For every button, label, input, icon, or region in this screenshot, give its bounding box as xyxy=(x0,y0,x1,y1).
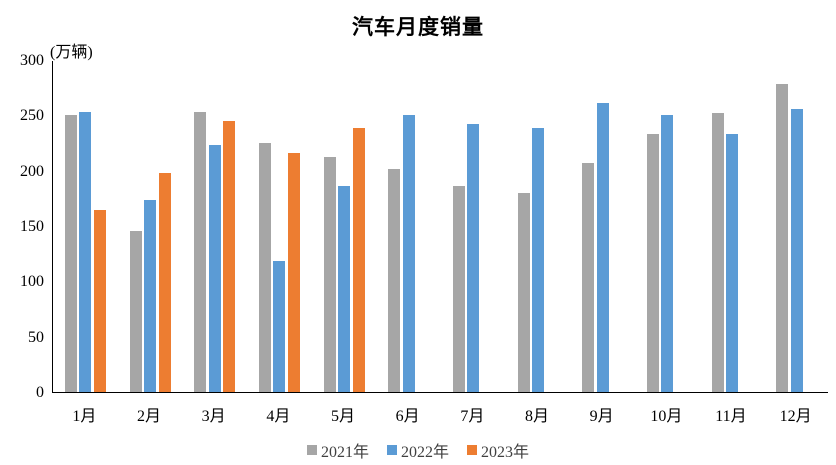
bar-2022年-7月 xyxy=(467,124,480,392)
bar-2022年-6月 xyxy=(402,115,415,392)
bar-2023年-3月 xyxy=(223,120,236,392)
y-tick-label-100: 100 xyxy=(20,273,44,291)
bar-2022年-3月 xyxy=(208,144,221,392)
bar-2023年-1月 xyxy=(93,209,106,392)
bar-2021年-12月 xyxy=(776,83,789,392)
x-tick-label-7月: 7月 xyxy=(460,408,485,425)
bar-2022年-8月 xyxy=(532,128,544,392)
legend-swatch-icon xyxy=(467,445,477,455)
bar-2021年-6月 xyxy=(388,169,401,392)
bar-2022年-9月 xyxy=(596,103,609,392)
x-tick-label-8月: 8月 xyxy=(524,408,549,425)
y-tick-label-150: 150 xyxy=(20,218,44,235)
bar-2021年-8月 xyxy=(517,192,530,392)
bar-2021年-7月 xyxy=(452,185,465,392)
x-tick-label-11月: 11月 xyxy=(715,408,747,425)
x-tick-label-1月: 1月 xyxy=(72,408,97,425)
bar-2022年-11月 xyxy=(726,134,738,392)
bar-2022年-5月 xyxy=(338,185,350,392)
bar-2023年-2月 xyxy=(158,173,171,392)
legend-label: 2021年 xyxy=(320,444,369,461)
y-axis-unit-label: (万辆) xyxy=(50,44,93,61)
x-tick-label-3月: 3月 xyxy=(201,408,226,425)
legend: 2021年 2022年 2023年 xyxy=(0,438,836,462)
bar-2021年-3月 xyxy=(194,112,207,392)
bar-2022年-12月 xyxy=(790,109,803,392)
y-tick-label-0: 0 xyxy=(36,384,44,401)
bar-2021年-10月 xyxy=(646,133,659,392)
bar-2021年-2月 xyxy=(129,230,142,392)
legend-swatch-icon xyxy=(306,445,317,455)
bar-2021年-1月 xyxy=(64,115,77,392)
legend-swatch-icon xyxy=(386,445,397,455)
legend-item-2023年: 2023年 xyxy=(467,438,529,462)
x-tick-label-2月: 2月 xyxy=(136,408,161,425)
plot-area xyxy=(52,61,828,393)
y-tick-label-200: 200 xyxy=(20,162,44,180)
bar-2022年-4月 xyxy=(273,261,286,392)
legend-label: 2022年 xyxy=(400,444,449,461)
bar-2023年-5月 xyxy=(352,128,365,392)
x-tick-label-12月: 12月 xyxy=(779,408,812,425)
x-tick-label-9月: 9月 xyxy=(589,408,614,425)
chart-title: 汽车月度销量 xyxy=(352,15,484,39)
bar-2023年-4月 xyxy=(287,153,300,392)
x-tick-label-10月: 10月 xyxy=(650,408,683,425)
legend-item-2021年: 2021年 xyxy=(306,438,369,462)
bar-2021年-11月 xyxy=(711,112,724,392)
bar-2021年-4月 xyxy=(258,142,271,392)
bar-2021年-5月 xyxy=(323,156,336,392)
y-tick-label-50: 50 xyxy=(28,328,44,346)
x-tick-label-6月: 6月 xyxy=(395,408,420,425)
legend-item-2022年: 2022年 xyxy=(386,438,449,462)
bar-2022年-1月 xyxy=(79,111,92,392)
x-tick-label-4月: 4月 xyxy=(266,408,291,425)
legend-label: 2023年 xyxy=(481,444,530,461)
bar-2021年-9月 xyxy=(582,163,595,392)
x-tick-label-5月: 5月 xyxy=(330,408,355,425)
y-tick-label-250: 250 xyxy=(20,107,44,125)
y-tick-label-300: 300 xyxy=(20,52,44,69)
bar-2022年-10月 xyxy=(661,114,674,392)
bar-2022年-2月 xyxy=(144,199,156,392)
